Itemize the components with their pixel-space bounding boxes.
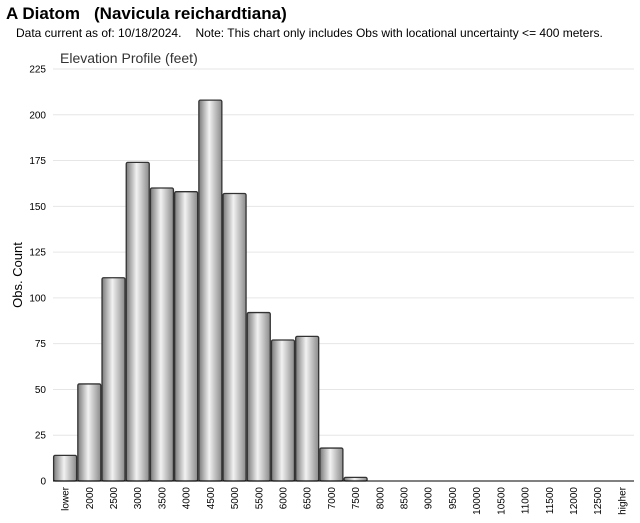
x-tick-label: 12000 — [569, 487, 580, 515]
bar-6000 — [270, 339, 296, 482]
bar-lower — [52, 454, 78, 482]
bar-4000 — [173, 191, 199, 482]
bar-3000 — [125, 161, 150, 482]
x-tick-label: 3500 — [157, 487, 168, 510]
x-tick-label: 4000 — [182, 487, 193, 510]
y-tick-labels: 0 25 50 75 100 125 150 175 200 225 — [29, 65, 46, 488]
x-tick-label: 7500 — [351, 487, 362, 510]
x-tick-label: 2500 — [109, 487, 120, 510]
x-tick-label: 9500 — [448, 487, 459, 510]
bar-4500 — [198, 99, 223, 482]
bars — [52, 99, 368, 482]
x-tick-label: 5000 — [230, 487, 241, 510]
x-tick-label: 12500 — [593, 487, 604, 515]
y-tick-label: 75 — [35, 339, 47, 350]
bar-5000 — [222, 192, 247, 482]
x-tick-label: higher — [617, 486, 628, 514]
y-tick-label: 150 — [29, 202, 46, 213]
bar-7000 — [319, 447, 344, 482]
bar-3500 — [149, 187, 175, 482]
species-latin-name: (Navicula reichardtiana) — [94, 4, 287, 23]
bar-2500 — [101, 277, 126, 482]
x-tick-label: 8500 — [400, 487, 411, 510]
x-tick-label: 7000 — [327, 487, 338, 510]
plot-title: Elevation Profile (feet) — [60, 50, 198, 66]
x-tick-label: 5500 — [254, 487, 265, 510]
bar-6500 — [295, 335, 320, 482]
x-tick-label: lower — [61, 486, 72, 511]
x-tick-label: 2000 — [85, 487, 96, 510]
x-tick-label: 3000 — [133, 487, 144, 510]
bar-5500 — [246, 311, 271, 482]
x-tick-label: 6500 — [303, 487, 314, 510]
x-tick-label: 11500 — [545, 487, 556, 515]
y-tick-label: 100 — [29, 293, 46, 304]
y-tick-label: 50 — [35, 385, 47, 396]
y-tick-label: 0 — [40, 477, 46, 488]
y-axis-label: Obs. Count — [10, 242, 25, 308]
y-tick-label: 225 — [29, 65, 46, 76]
data-current-text: Data current as of: 10/18/2024. — [16, 26, 182, 40]
bar-2000 — [77, 383, 102, 482]
bar-7500 — [343, 476, 368, 482]
species-common-name: A Diatom — [6, 4, 80, 23]
x-tick-label: 8000 — [375, 487, 386, 510]
y-tick-label: 25 — [35, 431, 47, 442]
chart-title: A Diatom (Navicula reichardtiana) — [6, 4, 287, 24]
note-text: Note: This chart only includes Obs with … — [195, 26, 603, 40]
y-tick-label: 175 — [29, 156, 46, 167]
y-tick-label: 200 — [29, 110, 46, 121]
x-tick-label: 4500 — [206, 487, 217, 510]
x-tick-label: 10000 — [472, 487, 483, 515]
x-tick-label: 11000 — [521, 487, 532, 515]
x-tick-label: 6000 — [278, 487, 289, 510]
x-tick-label: 10500 — [496, 487, 507, 515]
x-tick-labels: lower 2000 2500 3000 3500 4000 4500 5000 5500 600… — [61, 486, 629, 514]
chart-subtitle: Data current as of: 10/18/2024. Note: Thi… — [16, 26, 603, 40]
y-tick-label: 125 — [29, 248, 46, 259]
x-tick-label: 9000 — [424, 487, 435, 510]
